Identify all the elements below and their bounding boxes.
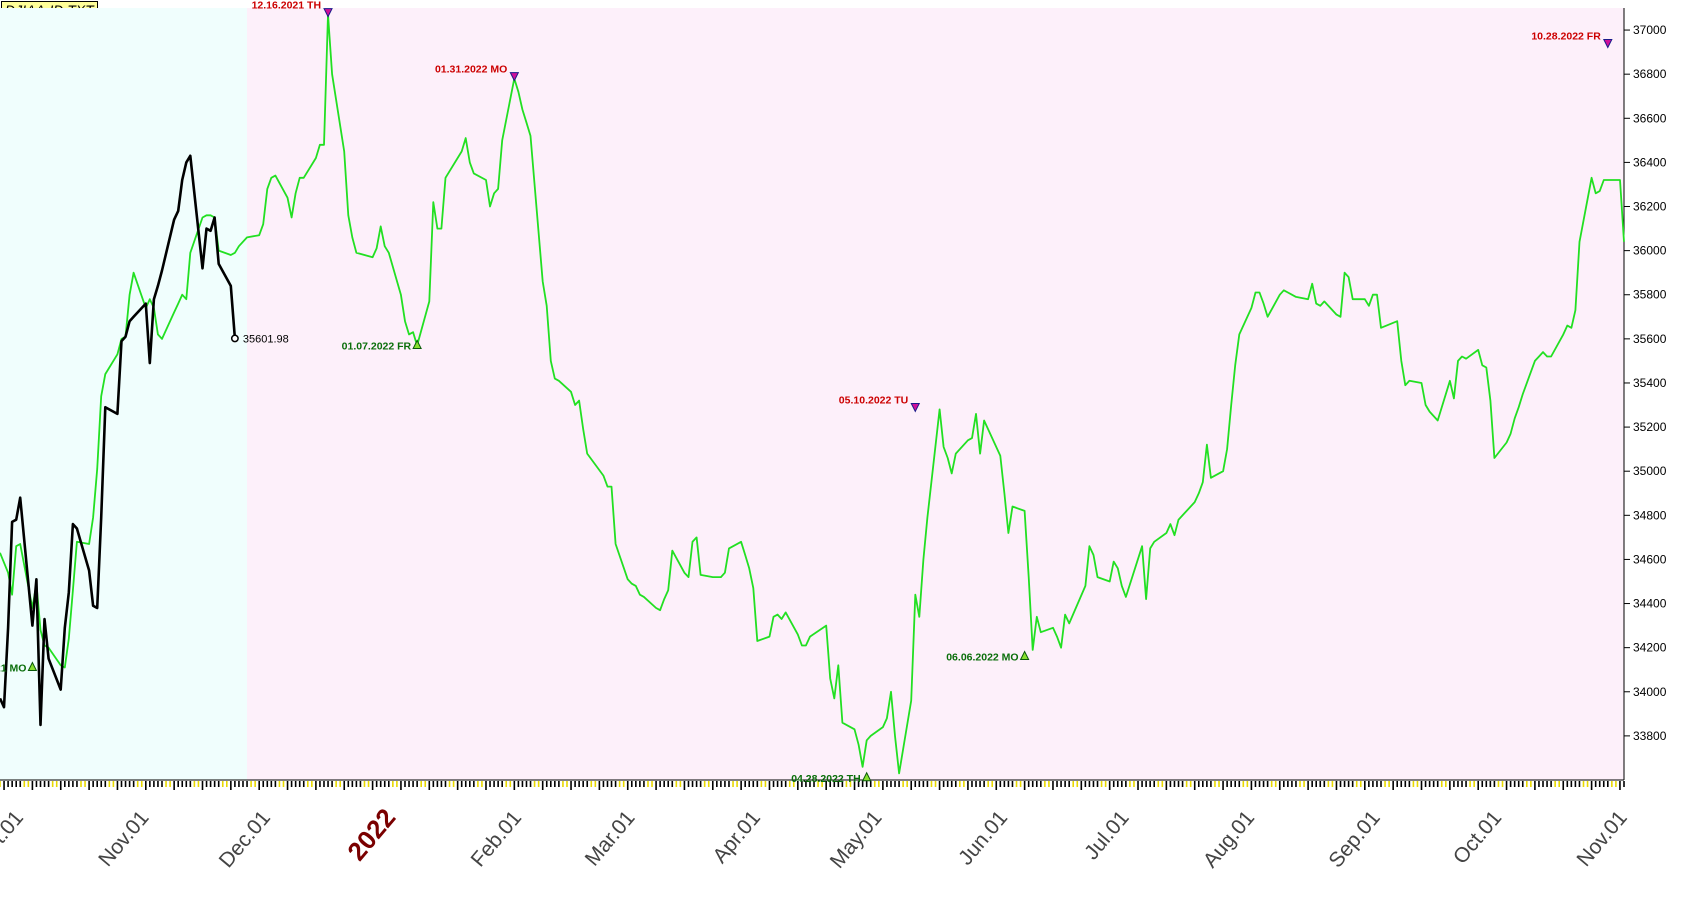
shaded-region bbox=[247, 8, 1625, 780]
shaded-region bbox=[0, 8, 248, 780]
x-tick-label: Oct.01 bbox=[0, 806, 28, 868]
y-tick-label: 34400 bbox=[1633, 597, 1667, 611]
y-tick-label: 36800 bbox=[1633, 67, 1667, 81]
y-tick-label: 36000 bbox=[1633, 244, 1667, 258]
y-tick-label: 36200 bbox=[1633, 200, 1667, 214]
peak-label: 12.16.2021 TH bbox=[252, 0, 321, 12]
last-close-marker bbox=[230, 334, 239, 343]
x-tick-label: May.01 bbox=[826, 806, 887, 872]
y-tick-label: 35200 bbox=[1633, 420, 1667, 434]
shaded-regions bbox=[0, 8, 1625, 780]
peak-label: 10.28.2022 FR bbox=[1531, 30, 1601, 42]
price-line-actual bbox=[0, 154, 237, 727]
peak-label: 01.31.2022 MO bbox=[435, 64, 507, 76]
y-tick-label: 34200 bbox=[1633, 641, 1667, 655]
peak-marker bbox=[1602, 38, 1613, 49]
y-tick-label: 37000 bbox=[1633, 23, 1667, 37]
trough-label: .06.2021 MO bbox=[0, 663, 26, 675]
x-tick-label: Apr.01 bbox=[709, 806, 766, 867]
trough-label: 01.07.2022 FR bbox=[342, 340, 412, 352]
x-tick-label: Oct.01 bbox=[1449, 806, 1506, 868]
y-tick-label: 36400 bbox=[1633, 155, 1667, 169]
x-tick-label: 2022 bbox=[341, 803, 401, 867]
y-tick-label: 35600 bbox=[1633, 332, 1667, 346]
y-tick-label: 33800 bbox=[1633, 729, 1667, 743]
x-tick-label: Aug.01 bbox=[1199, 806, 1259, 872]
y-tick-label: 35400 bbox=[1633, 376, 1667, 390]
trough-marker bbox=[1019, 650, 1030, 660]
x-tick-label: Jun.01 bbox=[954, 806, 1012, 869]
trough-label: 04.28.2022 TH bbox=[791, 773, 860, 785]
y-tick-label: 35000 bbox=[1633, 464, 1667, 478]
series-lines bbox=[0, 13, 1625, 775]
y-tick-label: 34000 bbox=[1633, 685, 1667, 699]
x-tick-label: Nov.01 bbox=[94, 806, 153, 871]
x-tick-label: Dec.01 bbox=[215, 806, 275, 872]
trough-label: 06.06.2022 MO bbox=[946, 651, 1018, 663]
x-tick-label: Feb.01 bbox=[467, 806, 527, 871]
x-tick-label: Jul.01 bbox=[1080, 806, 1134, 864]
y-tick-label: 36600 bbox=[1633, 111, 1667, 125]
peak-marker bbox=[910, 402, 921, 413]
x-tick-label: Nov.01 bbox=[1572, 806, 1631, 871]
trough-marker bbox=[412, 339, 422, 349]
y-tick-label: 34800 bbox=[1633, 508, 1667, 522]
y-tick-label: 34600 bbox=[1633, 552, 1667, 566]
price-line-forecast bbox=[0, 13, 1625, 775]
trough-marker bbox=[861, 771, 872, 782]
x-tick-label: Mar.01 bbox=[581, 806, 640, 870]
last-close-label: 35601.98 bbox=[243, 333, 289, 345]
annotations: 35601.98 12.16.2021 TH 01.31.2022 MO 05.10.… bbox=[0, 0, 1613, 785]
peak-marker bbox=[509, 72, 520, 82]
peak-marker bbox=[323, 8, 333, 18]
y-tick-label: 35800 bbox=[1633, 288, 1667, 302]
trough-marker bbox=[27, 661, 38, 672]
x-tick-label: Sep.01 bbox=[1324, 806, 1384, 872]
peak-label: 05.10.2022 TU bbox=[839, 394, 908, 406]
